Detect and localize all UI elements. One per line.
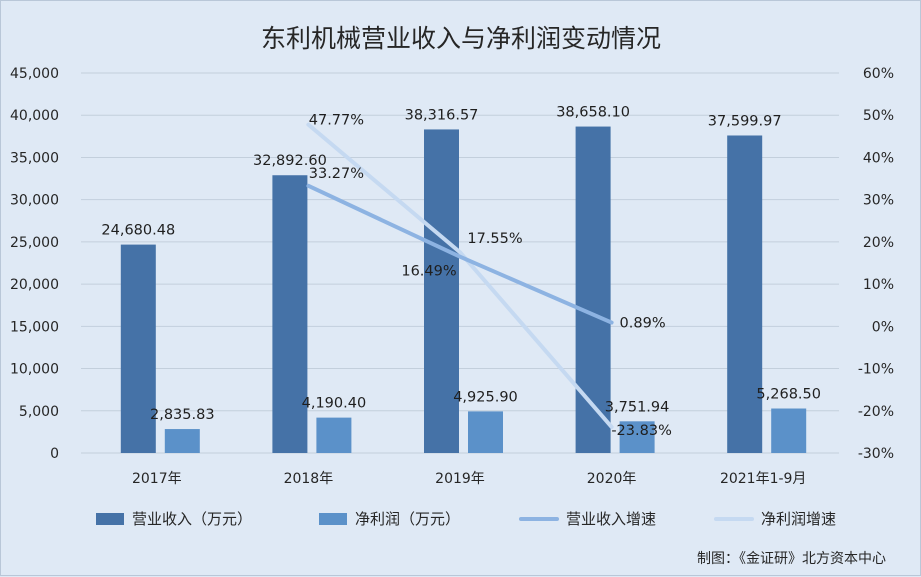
bar-value-label: 2,835.83 <box>150 407 215 423</box>
y2-tick-label: 0% <box>872 319 894 335</box>
y2-tick-label: 20% <box>863 235 894 251</box>
profit-bar <box>316 417 352 453</box>
bar-value-label: 5,268.50 <box>756 387 821 403</box>
y-tick-label: 35,000 <box>10 150 59 166</box>
revenue-growth-label: 33.27% <box>309 166 364 182</box>
y-tick-label: 15,000 <box>10 319 59 335</box>
y2-tick-label: -10% <box>858 362 894 378</box>
profit-growth-line <box>306 122 614 429</box>
y-tick-label: 40,000 <box>10 108 59 124</box>
x-tick-label: 2018年 <box>284 471 334 487</box>
profit-growth-label: 47.77% <box>309 113 364 129</box>
bar-value-label: 37,599.97 <box>708 113 782 129</box>
profit-growth-label: 17.55% <box>467 231 522 247</box>
revenue-bar <box>272 175 308 453</box>
x-tick-label: 2019年 <box>435 471 485 487</box>
profit-bar <box>468 411 503 453</box>
y2-tick-label: 60% <box>863 66 894 82</box>
chart-title: 东利机械营业收入与净利润变动情况 <box>261 24 661 53</box>
bar-value-label: 38,316.57 <box>405 107 479 123</box>
y2-tick-label: -30% <box>858 446 894 462</box>
legend-item: 营业收入（万元） <box>96 510 252 528</box>
y-tick-label: 25,000 <box>10 235 59 251</box>
y-axis-right-labels: -30% -20% -10% 0% 10% 20% 30% 40% 50% 60% <box>858 66 894 462</box>
legend-label: 营业收入（万元） <box>132 510 252 528</box>
x-axis-labels: 2017年 2018年 2019年 2020年 2021年1-9月 <box>132 471 806 487</box>
y-tick-label: 0 <box>50 446 59 462</box>
bar-value-label: 32,892.60 <box>253 153 327 169</box>
y-tick-label: 20,000 <box>10 277 59 293</box>
bar-value-label: 4,190.40 <box>302 396 367 412</box>
bar-value-label: 38,658.10 <box>556 105 630 121</box>
profit-bar <box>619 421 655 453</box>
revenue-bar <box>120 244 156 453</box>
legend-item: 营业收入增速 <box>519 510 656 528</box>
revenue-growth-label: 16.49% <box>401 264 456 280</box>
revenue-bar <box>424 129 459 453</box>
legend-label: 净利润（万元） <box>355 510 460 528</box>
y-tick-label: 45,000 <box>10 66 59 82</box>
y2-tick-label: 30% <box>863 193 894 209</box>
legend-swatch <box>96 513 124 525</box>
revenue-growth-line <box>306 183 614 325</box>
y-tick-label: 30,000 <box>10 193 59 209</box>
legend-label: 净利润增速 <box>761 510 836 528</box>
revenue-bar <box>575 126 611 453</box>
data-labels: 24,680.48 32,892.60 38,316.57 38,658.10 37,5… <box>101 105 821 439</box>
y-tick-label: 5,000 <box>19 404 59 420</box>
x-tick-label: 2021年1-9月 <box>720 471 807 487</box>
legend-item: 净利润增速 <box>714 510 836 528</box>
legend: 营业收入（万元） 净利润（万元） 营业收入增速 净利润增速 <box>96 510 836 528</box>
bar-value-label: 3,751.94 <box>605 399 670 415</box>
growth-lines <box>306 122 614 429</box>
revenue-bar <box>727 135 763 453</box>
bars <box>120 126 807 453</box>
bar-value-label: 24,680.48 <box>101 223 175 239</box>
y-tick-label: 10,000 <box>10 362 59 378</box>
x-tick-label: 2020年 <box>587 471 637 487</box>
profit-bar <box>771 408 807 453</box>
gridlines <box>81 72 839 454</box>
y2-tick-label: 50% <box>863 108 894 124</box>
revenue-growth-label: 0.89% <box>620 316 666 332</box>
legend-swatch <box>319 513 347 525</box>
y-axis-left-labels: 0 5,000 10,000 15,000 20,000 25,000 30,000 35,0… <box>10 66 59 462</box>
y2-tick-label: 40% <box>863 150 894 166</box>
credit-text: 制图：《金证研》北方资本中心 <box>697 551 886 567</box>
legend-label: 营业收入增速 <box>566 510 656 528</box>
y2-tick-label: -20% <box>858 404 894 420</box>
profit-growth-label: -23.83% <box>611 423 672 439</box>
profit-bar <box>164 429 200 453</box>
legend-item: 净利润（万元） <box>319 510 460 528</box>
y2-tick-label: 10% <box>863 277 894 293</box>
x-tick-label: 2017年 <box>132 471 182 487</box>
bar-value-label: 4,925.90 <box>453 389 518 405</box>
